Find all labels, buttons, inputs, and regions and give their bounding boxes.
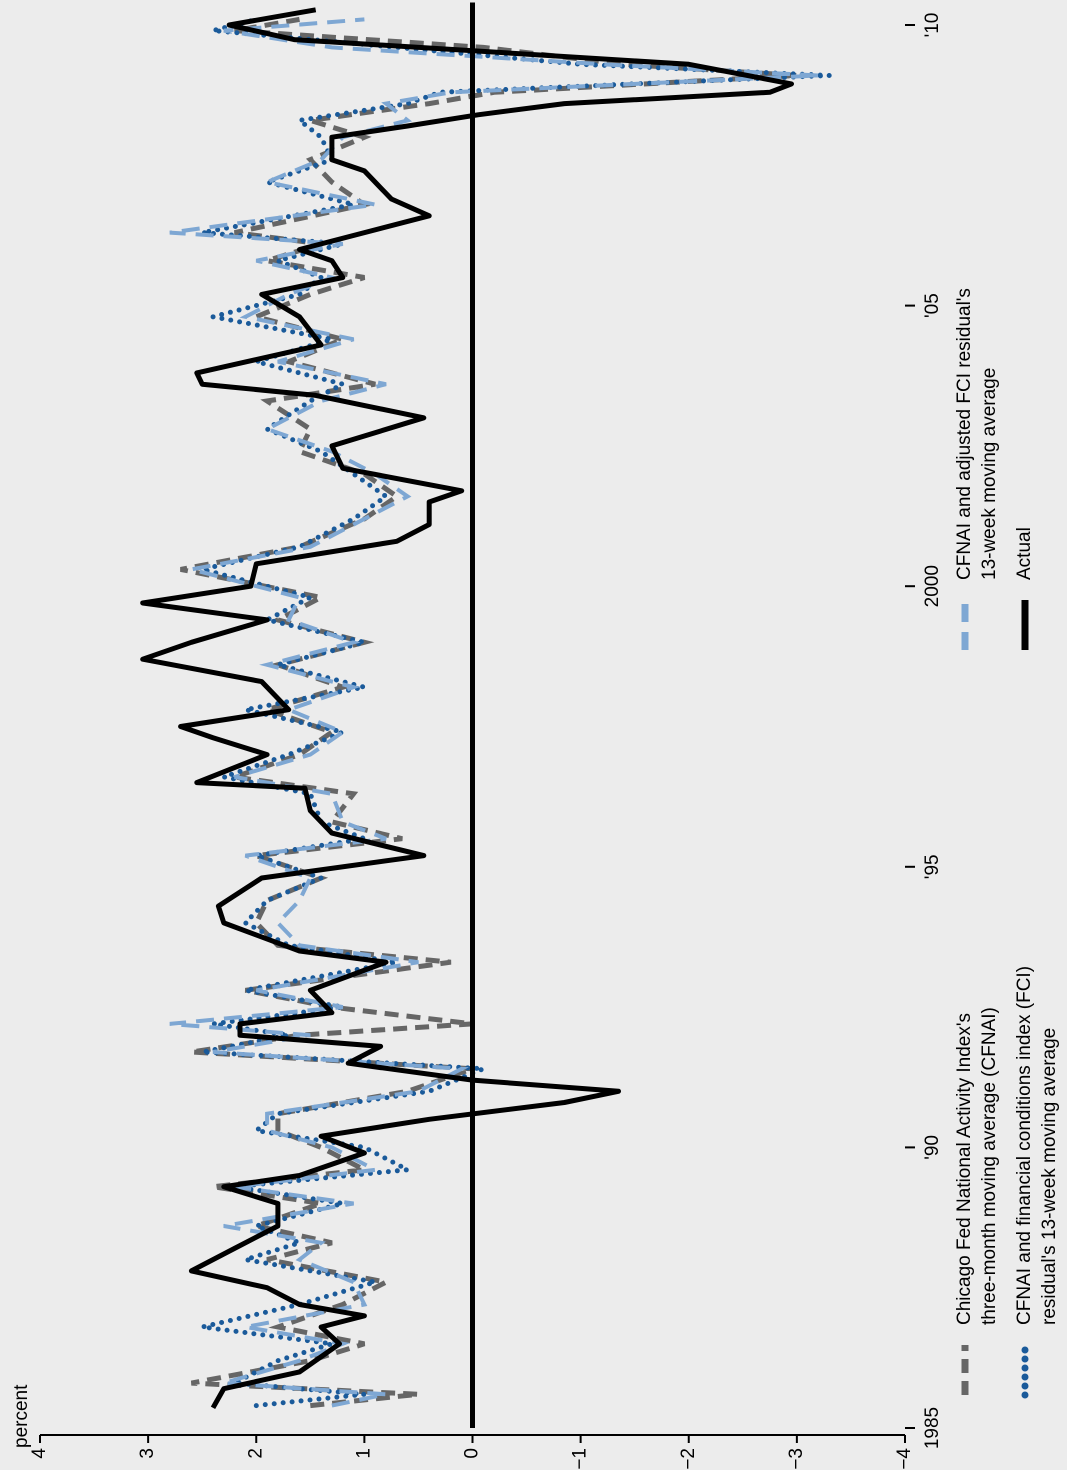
y-tick-label: 1 <box>353 1448 374 1459</box>
series-line <box>140 7 794 1410</box>
legend-label: Actual <box>1014 527 1035 580</box>
legend-label: CFNAI and adjusted FCI residual's 13-week… <box>954 288 1000 580</box>
y-tick-label: −4 <box>894 1448 915 1470</box>
x-tick-label: '90 <box>922 1135 943 1160</box>
x-tick-label: 1985 <box>922 1407 943 1449</box>
y-tick-label: −2 <box>678 1448 699 1470</box>
rotated-frame: percent 4 3 2 1 0 −1 −2 −3 −4 1985 '90 '95 2000 '05 '1… <box>11 2 1060 1470</box>
y-axis-label: percent <box>11 1384 32 1448</box>
x-tick-label: '95 <box>922 854 943 879</box>
y-tick-label: −3 <box>786 1448 807 1470</box>
x-tick-label: 2000 <box>922 565 943 607</box>
legend-label: Chicago Fed National Activity Index's thr… <box>954 1007 1000 1325</box>
series-line <box>169 17 819 1408</box>
legend-label: CFNAI and financial conditions index (FC… <box>1014 966 1060 1325</box>
x-tick-label: '05 <box>922 293 943 318</box>
y-tick-label: −1 <box>570 1448 591 1470</box>
y-tick-label: 3 <box>137 1448 158 1459</box>
y-tick-label: 4 <box>29 1448 50 1459</box>
y-tick-label: 0 <box>462 1448 483 1459</box>
y-tick-label: 2 <box>245 1448 266 1459</box>
x-tick-label: '10 <box>922 13 943 38</box>
